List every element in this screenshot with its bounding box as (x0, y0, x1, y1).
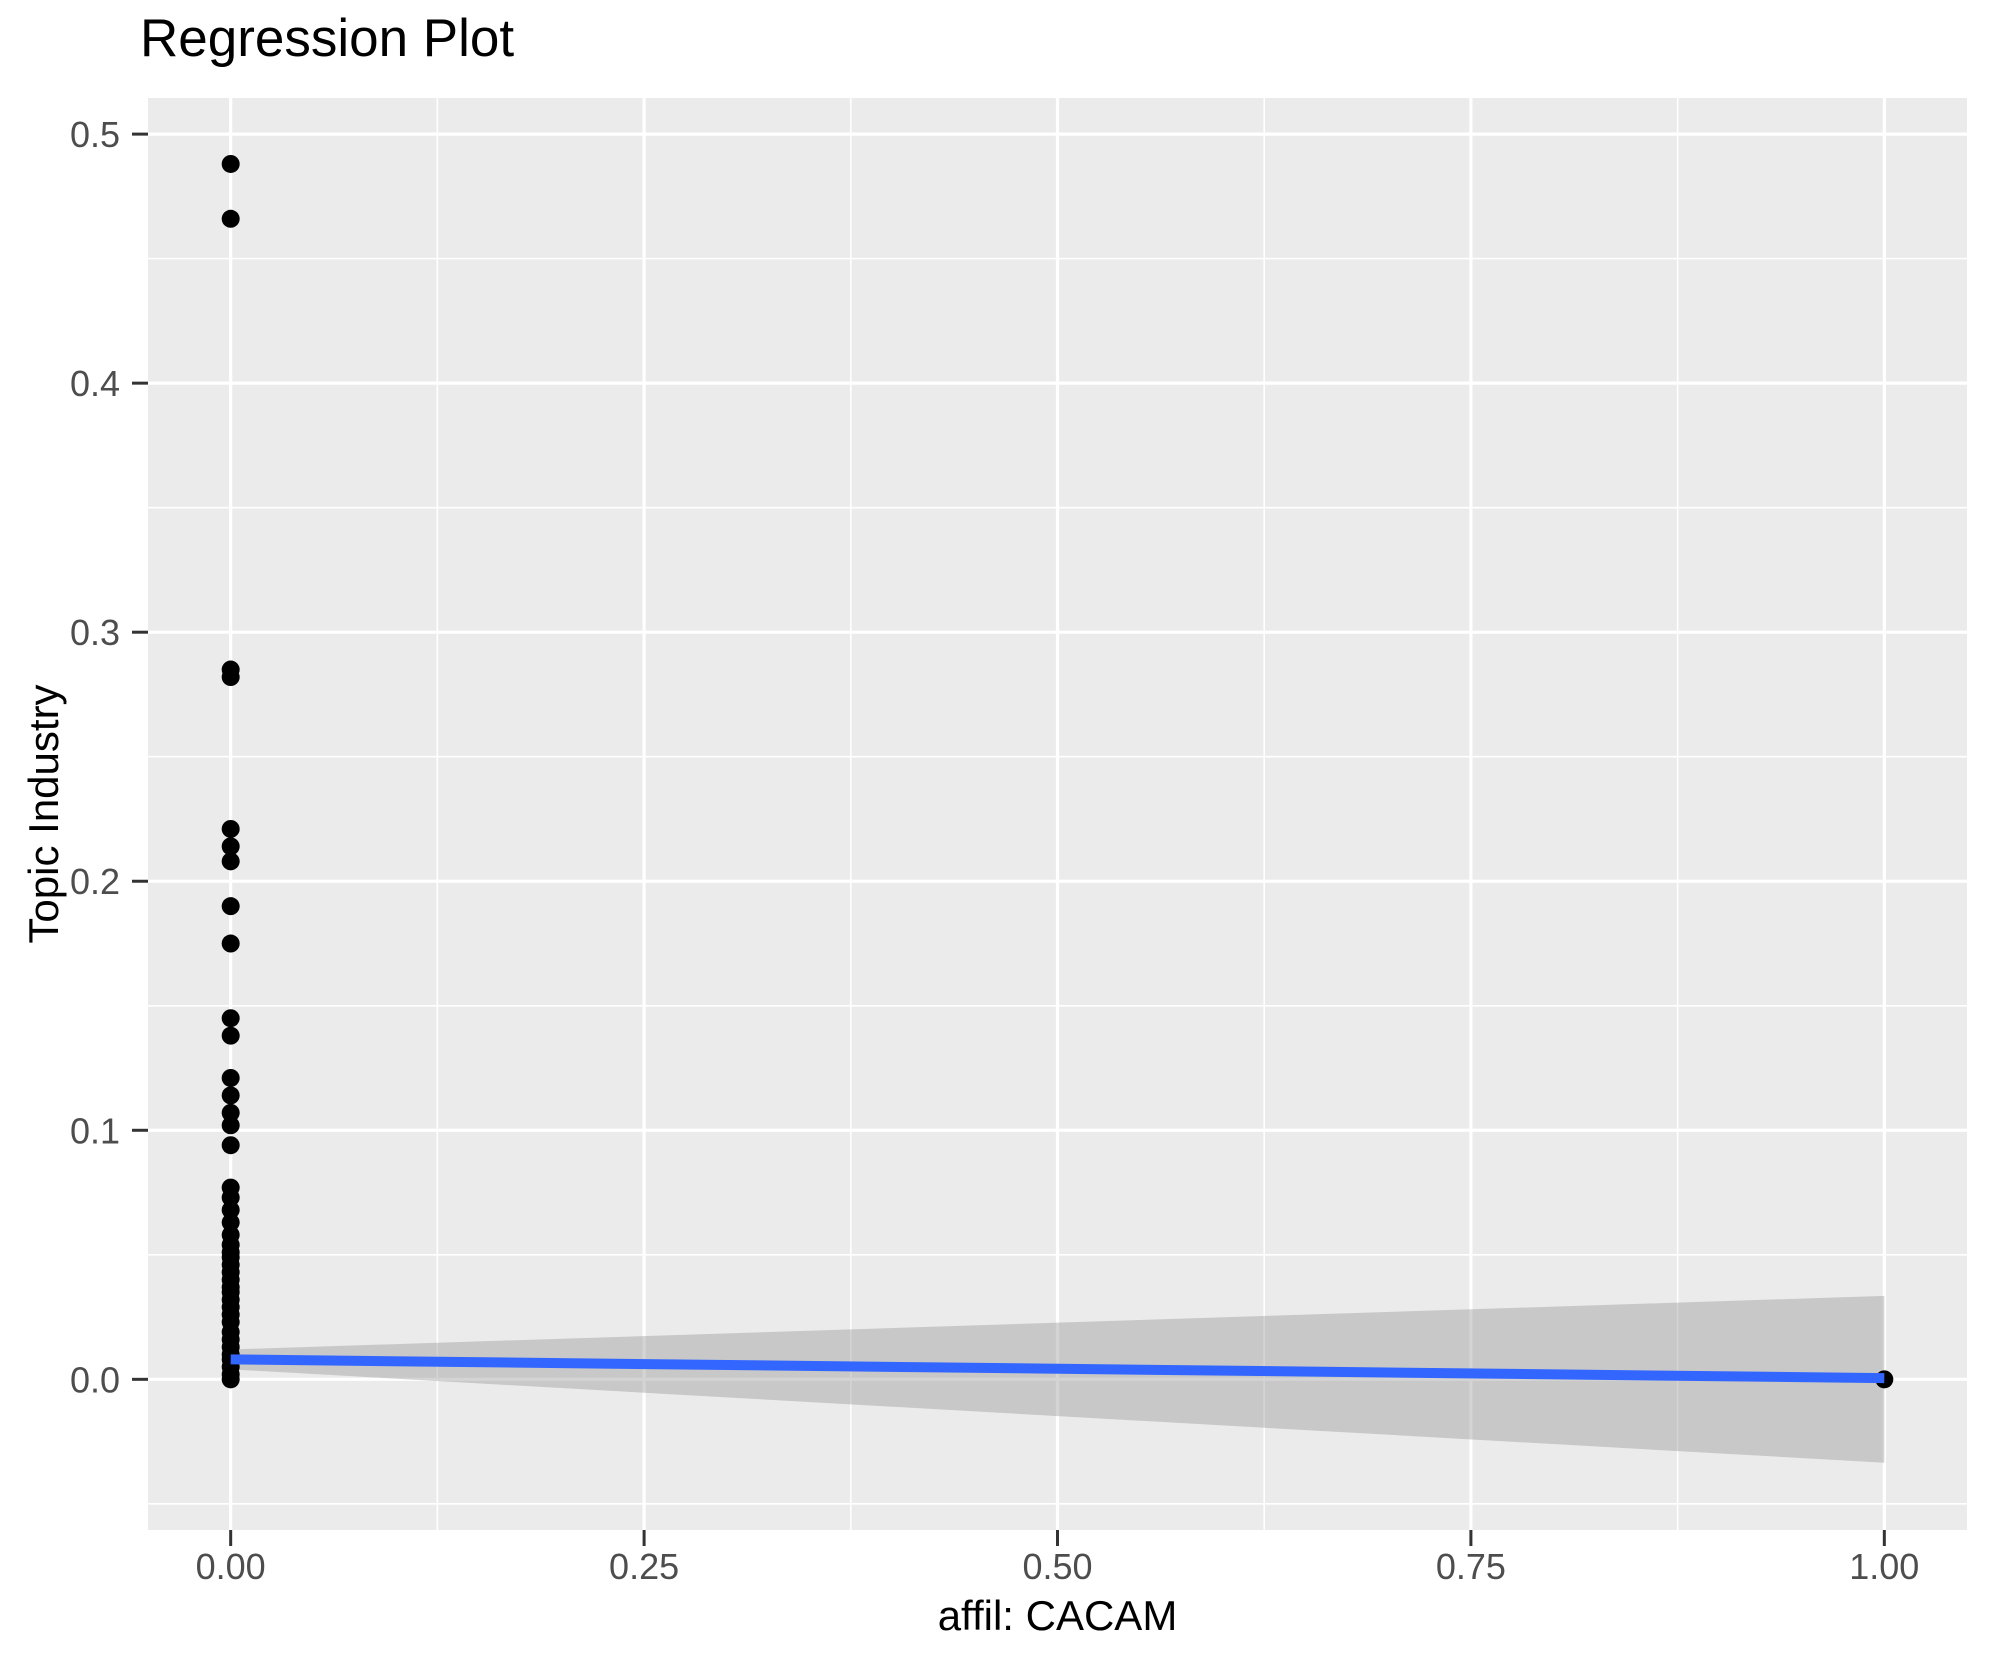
x-tick-label: 0.75 (1436, 1546, 1506, 1587)
data-point (221, 934, 240, 953)
x-tick-label: 0.50 (1022, 1546, 1092, 1587)
y-tick-label: 0.2 (70, 861, 120, 902)
data-point (221, 1009, 240, 1028)
data-point (221, 154, 240, 173)
y-tick-label: 0.1 (70, 1110, 120, 1151)
y-tick-label: 0.0 (70, 1359, 120, 1400)
y-axis-title: Topic Industry (20, 684, 67, 944)
data-point (221, 209, 240, 228)
x-tick-label: 0.25 (609, 1546, 679, 1587)
y-tick-label: 0.5 (70, 114, 120, 155)
confidence-band (230, 1295, 1885, 1463)
scatter-points (221, 154, 1894, 1389)
y-tick-labels: 0.0 0.1 0.2 0.3 0.4 0.5 (70, 114, 120, 1400)
y-tick-label: 0.4 (70, 363, 120, 404)
y-tick-label: 0.3 (70, 612, 120, 653)
data-point (221, 1200, 240, 1219)
data-point (221, 1086, 240, 1105)
data-point (221, 1068, 240, 1087)
data-point (221, 1213, 240, 1232)
x-tick-label: 1.00 (1849, 1546, 1919, 1587)
data-point (221, 1136, 240, 1155)
data-point (221, 1103, 240, 1122)
x-axis-title: affil: CACAM (937, 1592, 1178, 1639)
data-point (221, 819, 240, 838)
x-tick-label: 0.00 (196, 1546, 266, 1587)
data-point (221, 668, 240, 687)
data-point (221, 837, 240, 856)
plot-title: Regression Plot (140, 9, 515, 68)
regression-line (230, 1354, 1885, 1384)
data-point (221, 1026, 240, 1045)
data-point (221, 1188, 240, 1207)
data-point (221, 852, 240, 871)
x-tick-labels: 0.00 0.25 0.50 0.75 1.00 (196, 1546, 1920, 1587)
data-point (221, 1116, 240, 1135)
data-point (221, 1370, 240, 1389)
tick-marks (132, 132, 1886, 1546)
data-point (221, 897, 240, 916)
